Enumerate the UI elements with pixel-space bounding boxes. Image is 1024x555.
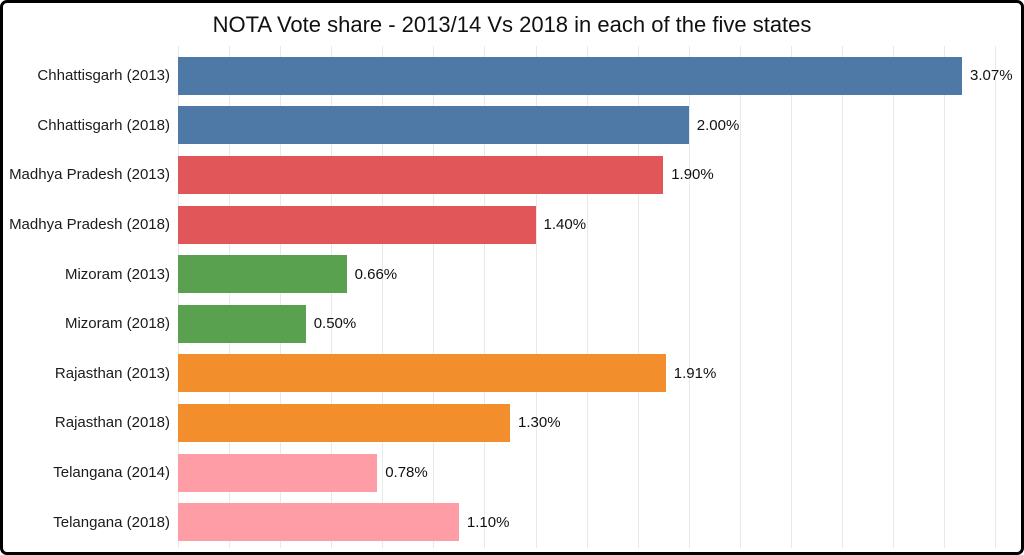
- bar-row: Madhya Pradesh (2018) 1.40%: [3, 200, 1008, 250]
- category-label: Mizoram (2013): [64, 265, 170, 283]
- bar-track: 1.90%: [178, 155, 1008, 194]
- category-label: Chhattisgarh (2018): [37, 116, 170, 134]
- gridline: [791, 46, 792, 548]
- gridline: [331, 46, 332, 548]
- bar-row: Mizoram (2018) 0.50%: [3, 299, 1008, 349]
- gridline: [893, 46, 894, 548]
- value-label: 1.91%: [673, 364, 717, 382]
- gridline: [944, 46, 945, 548]
- gridline: [638, 46, 639, 548]
- category-label: Telangana (2018): [53, 513, 170, 531]
- value-label: 3.07%: [970, 67, 1013, 85]
- bar-track: 3.07%: [178, 56, 1013, 95]
- bar-track: 0.66%: [178, 255, 1008, 294]
- bar: [178, 56, 962, 95]
- bar-track: 2.00%: [178, 106, 1008, 145]
- bar-track: 1.40%: [178, 205, 1008, 244]
- gridline: [740, 46, 741, 548]
- gridline: [433, 46, 434, 548]
- bar-track: 0.78%: [178, 453, 1008, 492]
- bar-row: Telangana (2018) 1.10%: [3, 497, 1008, 547]
- gridline: [484, 46, 485, 548]
- bar-row: Rajasthan (2013) 1.91%: [3, 349, 1008, 399]
- gridline: [536, 46, 537, 548]
- gridline: [587, 46, 588, 548]
- bar: [178, 403, 510, 442]
- bar-track: 1.10%: [178, 503, 1008, 542]
- gridline: [842, 46, 843, 548]
- bar-row: Telangana (2014) 0.78%: [3, 448, 1008, 498]
- bar-track: 1.30%: [178, 403, 1008, 442]
- value-label: 1.40%: [543, 216, 587, 234]
- chart-title: NOTA Vote share - 2013/14 Vs 2018 in eac…: [212, 12, 812, 37]
- bar: [178, 255, 347, 294]
- bar: [178, 106, 689, 145]
- value-label: 1.90%: [671, 166, 714, 184]
- gridline: [178, 46, 179, 548]
- value-label: 0.66%: [354, 265, 398, 283]
- category-label: Madhya Pradesh (2018): [9, 216, 170, 234]
- bar: [178, 304, 306, 343]
- value-label: 0.78%: [385, 464, 428, 482]
- bar-track: 1.91%: [178, 354, 1008, 393]
- bar-row: Rajasthan (2018) 1.30%: [3, 398, 1008, 448]
- category-label: Rajasthan (2013): [54, 364, 170, 382]
- value-label: 2.00%: [696, 116, 740, 134]
- category-label: Chhattisgarh (2013): [37, 67, 170, 85]
- category-label: Telangana (2014): [53, 464, 170, 482]
- bar-rows: Chhattisgarh (2013) 3.07% Chhattisgarh (20…: [3, 51, 1013, 547]
- bar-row: Madhya Pradesh (2013) 1.90%: [3, 150, 1008, 200]
- plot-area: [178, 46, 1008, 548]
- bar: [178, 453, 378, 492]
- bar: [178, 503, 459, 542]
- gridline: [995, 46, 996, 548]
- value-label: 1.10%: [466, 513, 510, 531]
- gridline: [229, 46, 230, 548]
- gridline: [382, 46, 383, 548]
- gridline: [689, 46, 690, 548]
- category-label: Madhya Pradesh (2013): [9, 166, 170, 184]
- bar-row: Mizoram (2013) 0.66%: [3, 249, 1008, 299]
- bar: [178, 205, 536, 244]
- bar-row: Chhattisgarh (2018) 2.00%: [3, 101, 1008, 151]
- bar: [178, 354, 666, 393]
- value-label: 1.30%: [518, 414, 561, 432]
- bar-row: Chhattisgarh (2013) 3.07%: [3, 51, 1013, 101]
- category-label: Mizoram (2018): [64, 315, 170, 333]
- bar: [178, 155, 664, 194]
- bar-track: 0.50%: [178, 304, 1008, 343]
- gridline: [280, 46, 281, 548]
- value-label: 0.50%: [313, 315, 357, 333]
- category-label: Rajasthan (2018): [54, 414, 170, 432]
